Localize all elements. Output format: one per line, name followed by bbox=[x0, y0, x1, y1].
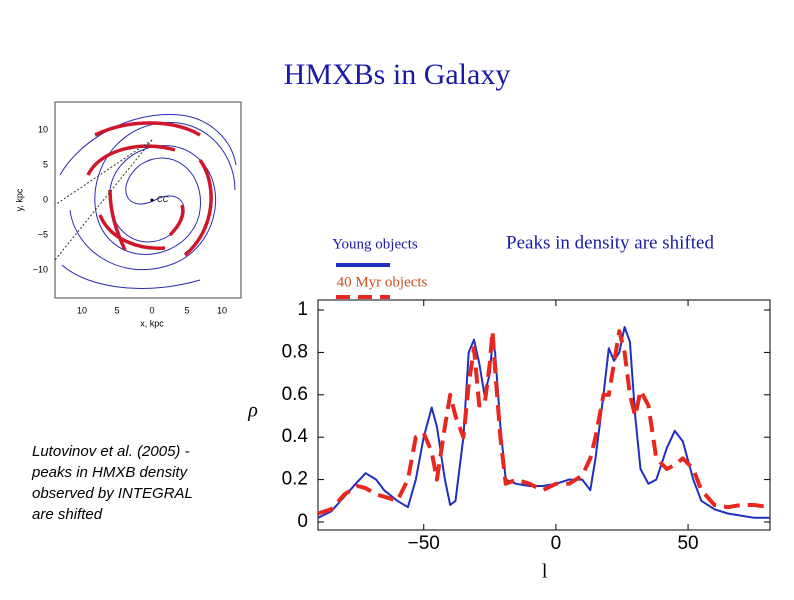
note-line: Lutovinov et al. (2005) - bbox=[32, 443, 190, 460]
map-x-tick: 10 bbox=[77, 305, 87, 315]
map-x-tick: 5 bbox=[114, 305, 119, 315]
title: HMXBs in Galaxy bbox=[284, 58, 511, 91]
sight-lines bbox=[54, 139, 153, 261]
map-x-tick: 5 bbox=[184, 305, 189, 315]
map-y-tick: −5 bbox=[38, 229, 48, 239]
caption: Peaks in density are shifted bbox=[506, 232, 714, 253]
map-x-tick: 10 bbox=[217, 305, 227, 315]
y-tick-label: 1 bbox=[297, 299, 308, 320]
center-label: CC bbox=[157, 195, 169, 204]
map-y-tick: −10 bbox=[33, 264, 48, 274]
note-line: peaks in HMXB density bbox=[31, 464, 189, 481]
arm-segments bbox=[86, 121, 213, 257]
line-chart: 0 0.2 0.4 0.6 0.8 1 −50 0 50 l ρ bbox=[247, 299, 771, 583]
y-tick-label: 0.6 bbox=[282, 384, 308, 405]
map-y-tick: 0 bbox=[43, 194, 48, 204]
y-tick-label: 0.4 bbox=[282, 426, 309, 447]
map-frame bbox=[54, 101, 242, 299]
note: Lutovinov et al. (2005) - peaks in HMXB d… bbox=[31, 443, 193, 523]
legend-label: 40 Myr objects bbox=[337, 274, 428, 290]
map-x-label: x, kpc bbox=[140, 318, 164, 328]
y-tick-label: 0.2 bbox=[282, 469, 308, 490]
plot-frame bbox=[317, 299, 771, 531]
series-line bbox=[317, 329, 771, 516]
y-tick-label: 0.8 bbox=[282, 341, 308, 362]
map-y-tick: 10 bbox=[38, 124, 48, 134]
series-line bbox=[317, 326, 770, 519]
map-y-tick: 5 bbox=[43, 159, 48, 169]
map-x-tick: 0 bbox=[149, 305, 154, 315]
x-tick-label: −50 bbox=[408, 533, 440, 554]
x-tick-label: 0 bbox=[551, 533, 562, 554]
y-tick-label: 0 bbox=[297, 511, 308, 532]
x-tick-label: 50 bbox=[677, 533, 698, 554]
x-axis-label: l bbox=[542, 561, 548, 583]
center-point bbox=[150, 198, 154, 202]
legend-label: Young objects bbox=[332, 236, 418, 252]
galaxy-map: CC y, kpc x, kpc 10 5 0 −5 −10 10 5 0 5 10 bbox=[14, 101, 242, 328]
note-line: observed by INTEGRAL bbox=[32, 485, 193, 502]
legend: Young objects 40 Myr objects bbox=[332, 236, 428, 299]
y-axis-label: ρ bbox=[247, 400, 258, 422]
map-y-label: y, kpc bbox=[14, 188, 24, 211]
note-line: are shifted bbox=[32, 506, 103, 523]
